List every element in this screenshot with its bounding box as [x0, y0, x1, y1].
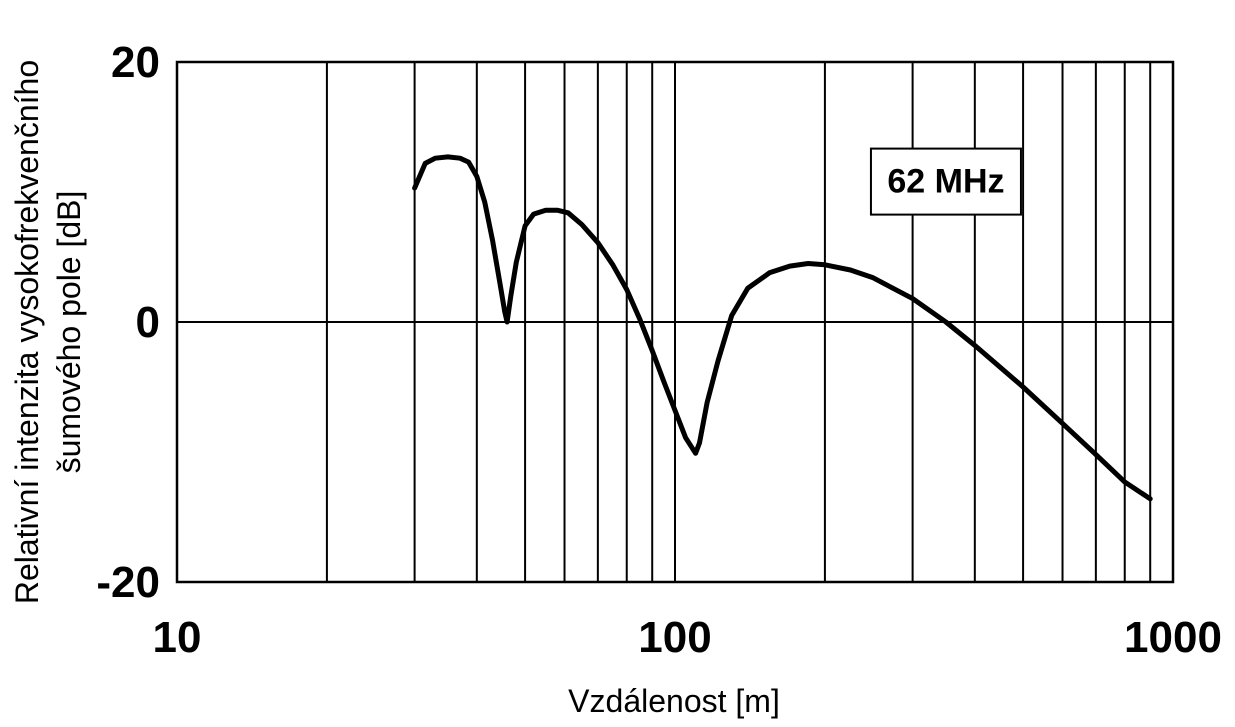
annotation-label: 62 MHz: [887, 163, 1004, 201]
y-tick-label: -20: [96, 558, 160, 607]
y-axis-label-line-2: šumového pole [dB]: [51, 191, 87, 474]
x-tick-label: 1000: [1124, 613, 1222, 662]
x-axis-label: Vzdálenost [m]: [568, 683, 780, 719]
x-tick-labels: 10 100 1000: [153, 613, 1222, 662]
y-tick-label: 20: [111, 38, 160, 87]
annotation: 62 MHz: [869, 147, 1022, 216]
annotation-box: [869, 147, 1022, 216]
y-axis-label-line-1: Relativní intenzita vysokofrekvenčního: [9, 60, 45, 604]
plot-frame: [175, 60, 1175, 584]
y-tick-labels: 20 0 -20: [96, 38, 160, 607]
x-tick-label: 100: [638, 613, 711, 662]
y-tick-label: 0: [136, 298, 160, 347]
series-line: [412, 154, 1153, 502]
x-tick-label: 10: [153, 613, 202, 662]
